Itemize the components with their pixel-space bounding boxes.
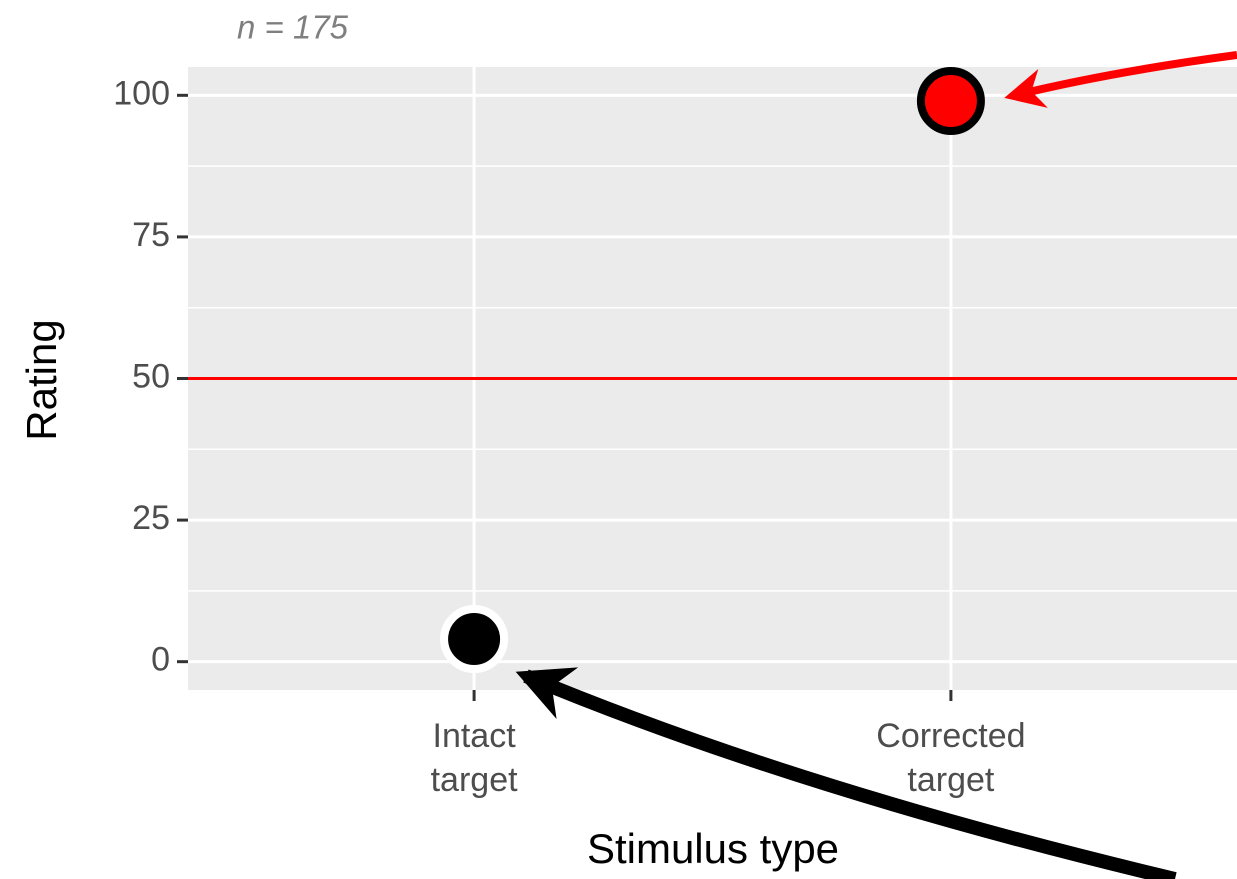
- y-axis-title: Rating: [18, 319, 65, 440]
- annotation-arrow: [1004, 51, 1237, 108]
- x-axis-title: Stimulus type: [587, 825, 839, 872]
- point: [916, 66, 985, 135]
- annotation-arrow: [515, 667, 1177, 879]
- x-tick-label: Intact target: [431, 717, 518, 799]
- y-tick-label: 100: [113, 74, 170, 112]
- y-tick-label: 50: [132, 357, 170, 395]
- x-tick-label: Corrected target: [876, 717, 1025, 799]
- point: [440, 605, 509, 674]
- y-tick-label: 0: [151, 641, 170, 679]
- y-tick-label: 25: [132, 499, 170, 537]
- y-tick-label: 75: [132, 216, 170, 254]
- subtitle: n = 175: [237, 9, 349, 46]
